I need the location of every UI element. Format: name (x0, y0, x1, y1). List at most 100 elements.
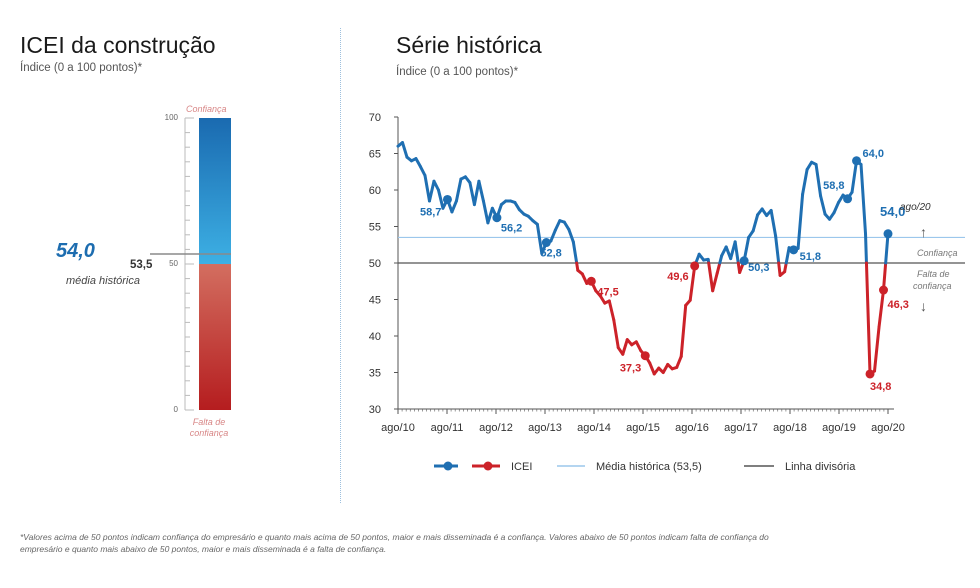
x-tick-label: ago/10 (381, 422, 415, 434)
y-tick-label: 60 (369, 185, 381, 197)
icei-line-segment (427, 179, 436, 203)
gauge-current-value: 54,0 (56, 240, 95, 262)
icei-line-segment (679, 303, 688, 358)
icei-line-segment (580, 272, 589, 285)
icei-line-segment (486, 206, 494, 225)
x-tick-label: ago/19 (822, 422, 856, 434)
icei-line-segment (535, 222, 544, 256)
icei-line-segment (715, 261, 722, 275)
y-tick-label: 40 (369, 331, 381, 343)
icei-point (541, 238, 551, 248)
footnote-line2: empresário e quanto mais abaixo de 50 po… (20, 544, 387, 554)
panel-divider (340, 28, 341, 503)
icei-line-segment (751, 213, 760, 233)
icei-line-segment (796, 192, 805, 250)
right-panel-title: Série histórica (396, 32, 542, 58)
icei-line-segment (432, 179, 440, 192)
data-label: 56,2 (501, 223, 522, 235)
icei-line-segment (675, 354, 683, 369)
icei-line-segment (884, 232, 890, 265)
gauge-average-label: média histórica (66, 275, 140, 287)
icei-line-segment (877, 288, 886, 329)
icei-line-segment (707, 261, 715, 293)
icei-line-segment (784, 246, 791, 265)
gauge-no-confidence-label-line2: confiança (189, 428, 229, 438)
x-tick-label: ago/17 (724, 422, 758, 434)
icei-point (883, 229, 893, 239)
y-tick-label: 55 (369, 222, 381, 234)
gauge-no-confidence-label: Falta de confiança (184, 417, 234, 439)
icei-line-segment (436, 188, 445, 210)
data-label: 37,3 (620, 363, 641, 375)
icei-line-segment (634, 340, 643, 353)
icei-line-segment (423, 173, 431, 203)
footnote: *Valores acima de 50 pontos indicam conf… (20, 531, 960, 555)
data-label: 51,8 (800, 251, 821, 263)
icei-point (442, 194, 452, 204)
legend-average-label: Média histórica (53,5) (596, 461, 702, 473)
data-label: 58,8 (823, 180, 844, 192)
icei-line-segment (549, 228, 557, 243)
x-tick-label: ago/11 (431, 422, 464, 434)
gauge-minor-ticks (185, 117, 194, 411)
gauge-tick-50: 50 (169, 259, 178, 268)
icei-line-segment (859, 162, 868, 236)
footnote-line1: *Valores acima de 50 pontos indicam conf… (20, 532, 769, 542)
x-tick-label: ago/16 (675, 422, 709, 434)
icei-line-segment (612, 318, 620, 350)
x-tick-label: ago/18 (773, 422, 807, 434)
data-label: 54,0 (880, 204, 905, 219)
data-label: 47,5 (597, 286, 618, 298)
gauge-average-value: 53,5 (130, 259, 153, 271)
no-confidence-label-line1: Falta de (917, 269, 950, 279)
icei-line-segment (450, 199, 458, 214)
icei-line-segment (418, 165, 427, 177)
gauge (150, 117, 231, 411)
end-date-label: ago/20 (900, 202, 931, 213)
icei-line-segment (814, 162, 823, 198)
gauge-confidence-bar (199, 118, 231, 264)
icei-line-segment (774, 234, 781, 265)
icei-line-segment (777, 261, 782, 277)
gauge-confidence-label: Confiança (186, 104, 227, 114)
icei-line-segment (621, 338, 629, 356)
icei-point (492, 213, 502, 223)
data-label: 64,0 (863, 148, 884, 160)
data-label: 50,3 (748, 262, 769, 274)
icei-line-segment (733, 240, 740, 265)
y-tick-label: 50 (369, 258, 381, 270)
left-panel-subtitle: Índice (0 a 100 pontos)* (20, 62, 143, 74)
icei-line-segment (567, 227, 575, 244)
icei-point (640, 351, 650, 361)
legend-divider-label: Linha divisória (785, 461, 856, 473)
y-tick-label: 65 (369, 149, 381, 161)
gauge-tick-100: 100 (164, 113, 178, 122)
x-tick-label: ago/13 (528, 422, 562, 434)
x-tick-label: ago/14 (577, 422, 611, 434)
up-arrow-icon: ↑ (920, 224, 927, 240)
data-label: 58,7 (420, 206, 441, 218)
legend-icei-point-red (483, 461, 493, 471)
icei-point (843, 194, 853, 204)
data-label: 46,3 (888, 299, 909, 311)
y-tick-label: 35 (369, 368, 381, 380)
icei-line-segment (801, 168, 809, 196)
data-label: 34,8 (870, 381, 891, 393)
icei-point (865, 369, 875, 379)
y-tick-label: 30 (369, 404, 381, 416)
icei-line-segment (553, 219, 562, 232)
y-tick-label: 45 (369, 295, 381, 307)
y-tick-label: 70 (369, 112, 381, 124)
icei-line-segment (832, 200, 841, 215)
gauge-tick-0: 0 (173, 405, 178, 414)
x-tick-label: ago/15 (626, 422, 660, 434)
down-arrow-icon: ↓ (920, 298, 927, 314)
icei-line-segment (711, 271, 719, 293)
icei-line-segment (864, 232, 868, 265)
legend-icei-point-blue (443, 461, 453, 471)
icei-point (879, 285, 889, 295)
icei-line-segment (400, 141, 409, 159)
data-label: 52,8 (540, 248, 561, 260)
icei-line-segment (819, 194, 827, 216)
gauge-no-confidence-label-line1: Falta de (192, 417, 226, 427)
